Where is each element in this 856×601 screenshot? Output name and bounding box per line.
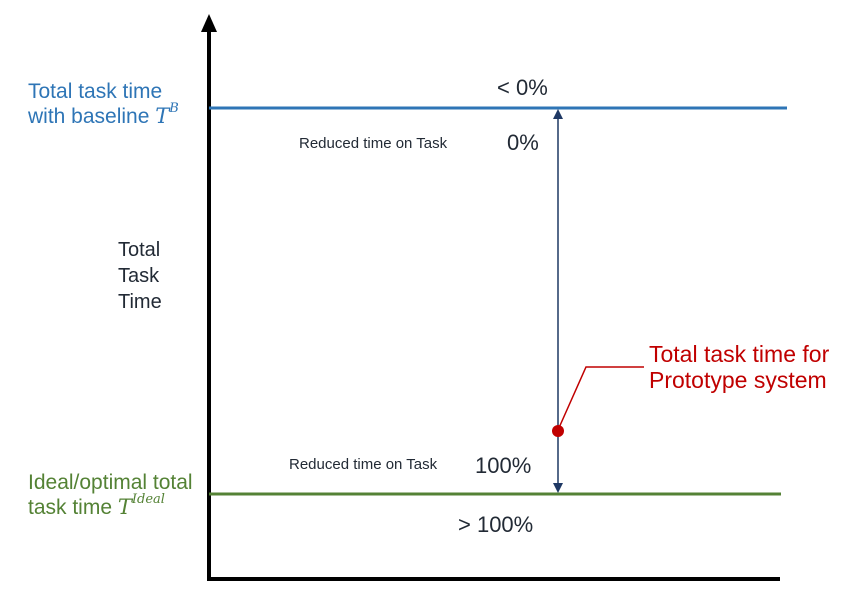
percent-below-ideal: > 100% xyxy=(458,512,534,537)
percent-at-ideal: 100% xyxy=(475,453,532,478)
ideal-label-line1: Ideal/optimal total xyxy=(28,471,193,494)
percent-above-baseline: < 0% xyxy=(497,75,548,100)
baseline-symbol: T xyxy=(155,104,170,129)
prototype-label: Total task time for Prototype system xyxy=(649,341,829,394)
reduced-time-label-bottom: Reduced time on Task xyxy=(289,456,438,473)
percent-at-baseline: 0% xyxy=(507,130,539,155)
y-axis-label-line3: Time xyxy=(118,291,162,313)
reduced-time-label-top: Reduced time on Task xyxy=(299,135,448,152)
baseline-label-line1: Total task time xyxy=(28,80,163,103)
ideal-label: Ideal/optimal total task time TIdeal xyxy=(28,471,193,520)
y-axis-arrowhead xyxy=(201,14,217,32)
baseline-symbol-superscript: B xyxy=(169,101,179,117)
baseline-label: Total task time with baseline TB xyxy=(28,80,179,129)
prototype-label-line2: Prototype system xyxy=(649,367,827,394)
prototype-label-line1: Total task time for xyxy=(649,341,830,367)
y-axis-label: Total Task Time xyxy=(118,237,162,315)
ideal-label-line2: task time TIdeal xyxy=(28,492,165,520)
range-arrowhead-top xyxy=(553,109,563,119)
ideal-symbol-superscript: Ideal xyxy=(131,492,165,508)
ideal-symbol: T xyxy=(117,495,132,520)
baseline-label-line2: with baseline TB xyxy=(28,101,179,129)
y-axis-label-line1: Total xyxy=(118,239,161,261)
prototype-point xyxy=(552,425,564,437)
prototype-leader-line xyxy=(557,366,644,431)
y-axis-label-line2: Task xyxy=(118,265,160,287)
range-arrowhead-bottom xyxy=(553,483,563,493)
